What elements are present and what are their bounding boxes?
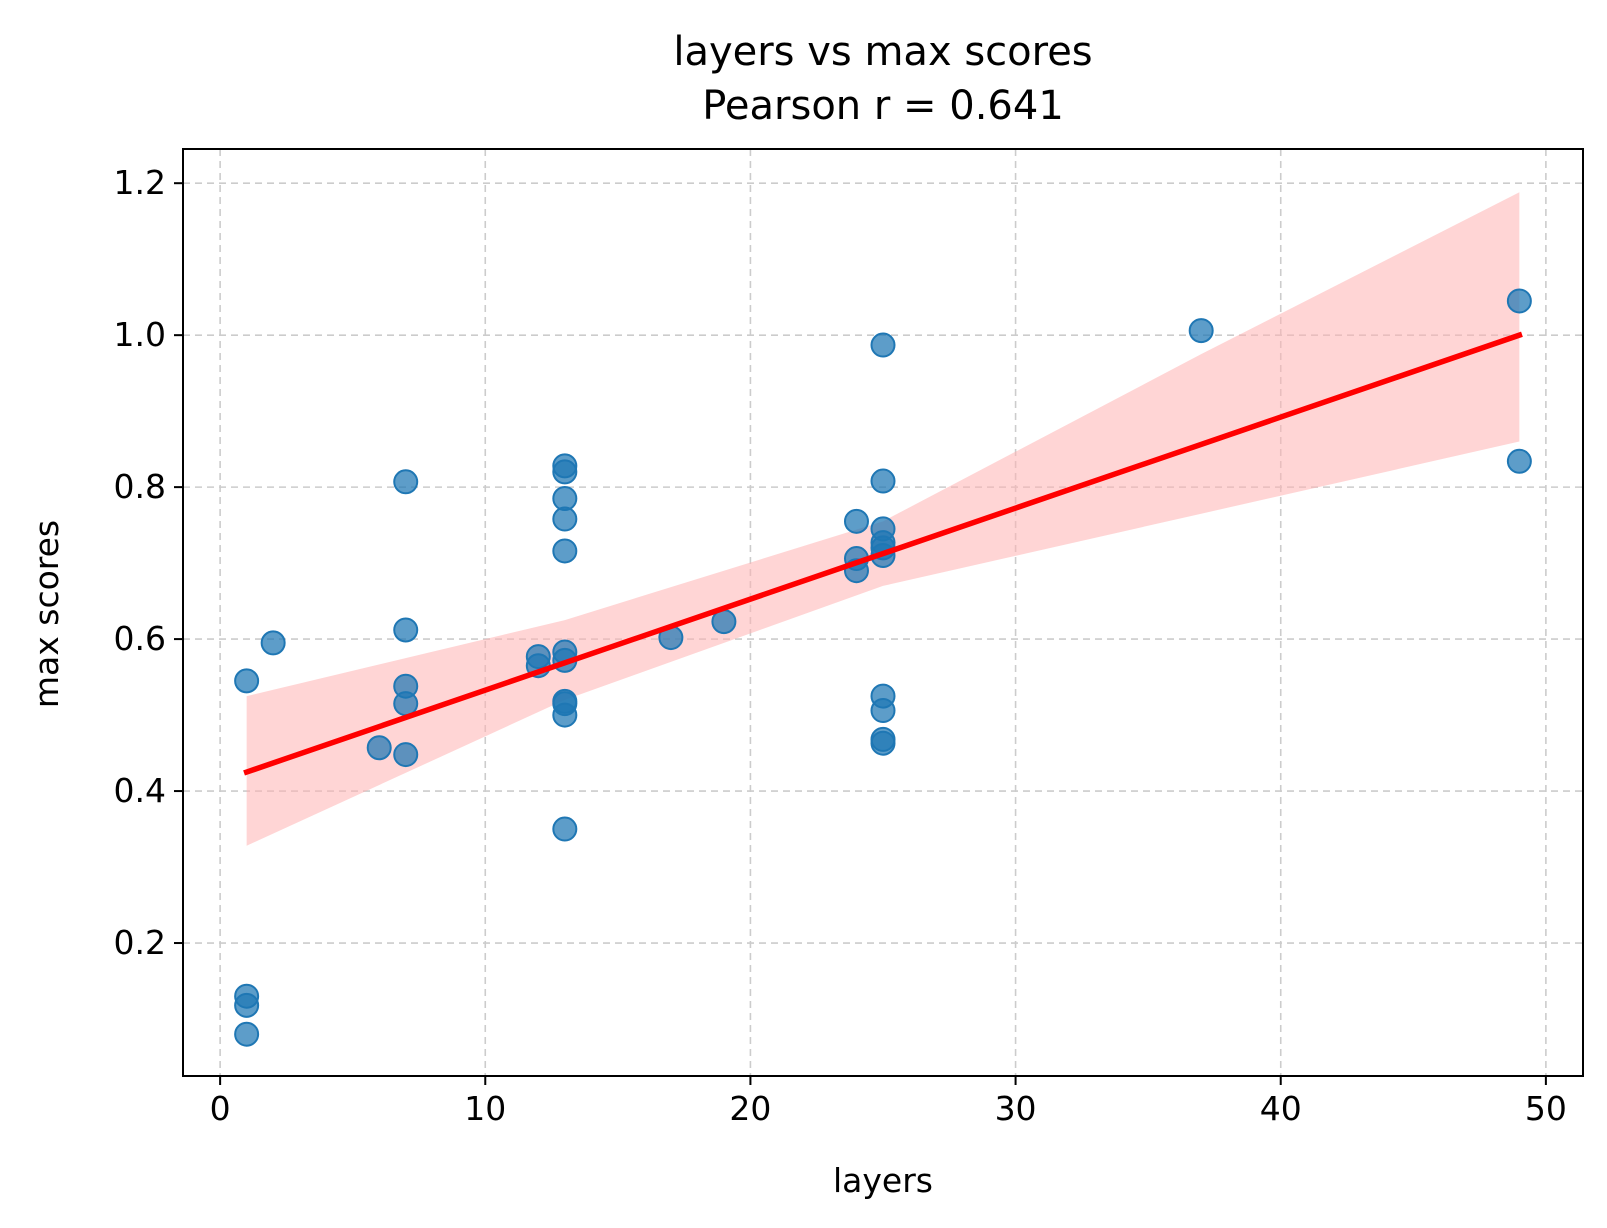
chart-title: layers vs max scores [673, 29, 1092, 75]
data-point [870, 468, 896, 494]
x-tick-label: 50 [1525, 1089, 1567, 1128]
x-tick-label: 20 [729, 1089, 771, 1128]
y-axis-label: max scores [27, 520, 66, 708]
y-tick-label: 1.2 [114, 163, 166, 202]
x-tick-label: 0 [210, 1089, 231, 1128]
y-tick-label: 1.0 [114, 315, 166, 354]
data-point [843, 508, 869, 534]
confidence-band [246, 192, 1520, 846]
data-point [366, 735, 392, 761]
regression-line-group [243, 331, 1523, 776]
data-point [393, 617, 419, 643]
confidence-band-group [246, 192, 1520, 846]
data-points [234, 288, 1532, 1047]
y-tick-label: 0.4 [114, 771, 166, 810]
chart-subtitle: Pearson r = 0.641 [702, 83, 1064, 129]
data-point [393, 742, 419, 768]
data-point [1506, 448, 1532, 474]
x-tick-label: 30 [995, 1089, 1037, 1128]
data-point [1188, 318, 1214, 344]
y-tick-label: 0.8 [114, 467, 166, 506]
plot-area-frame [182, 148, 1584, 1077]
x-tick-label: 40 [1260, 1089, 1302, 1128]
data-point [552, 459, 578, 485]
data-point [552, 816, 578, 842]
data-point [870, 698, 896, 724]
data-point [552, 538, 578, 564]
data-point [260, 630, 286, 656]
axes: 0 10 20 30 40 50 0.2 0.4 0.6 0.8 1.0 1.2 [114, 163, 1567, 1128]
data-point [393, 469, 419, 495]
data-point [552, 506, 578, 532]
data-point [234, 668, 260, 694]
x-tick-label: 10 [464, 1089, 506, 1128]
regression-line [243, 331, 1523, 776]
data-point [393, 691, 419, 717]
data-point [1506, 288, 1532, 314]
x-axis-label: layers [833, 1161, 933, 1200]
y-tick-label: 0.6 [114, 619, 166, 658]
data-point [552, 702, 578, 728]
y-tick-label: 0.2 [114, 923, 166, 962]
data-point [870, 332, 896, 358]
data-point [870, 730, 896, 756]
data-point [234, 992, 260, 1018]
data-point [234, 1021, 260, 1047]
